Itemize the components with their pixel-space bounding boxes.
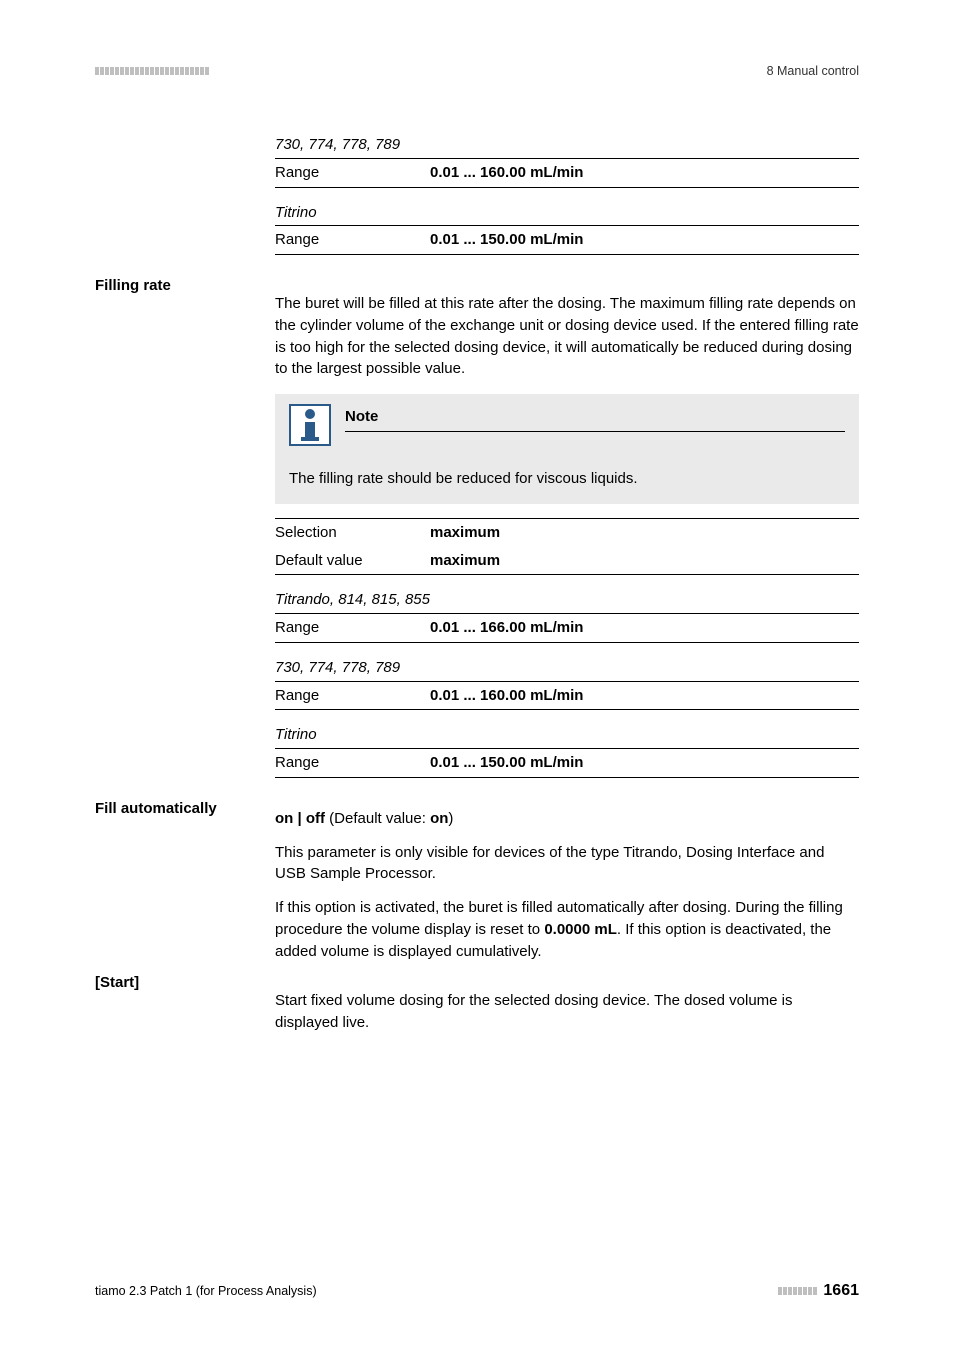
block-start: [Start] Start fixed volume dosing for th…	[95, 974, 859, 1034]
page-header: 8 Manual control	[95, 64, 859, 78]
group1-range-label: Range	[275, 158, 430, 187]
info-icon	[289, 404, 331, 446]
page-number: 1661	[823, 1282, 859, 1300]
titrino2-range-value: 0.01 ... 150.00 mL/min	[430, 749, 859, 778]
default-label: Default value	[275, 547, 430, 575]
selection-label: Selection	[275, 518, 430, 546]
note-box: Note The filling rate should be reduced …	[275, 394, 859, 504]
note-body: The filling rate should be reduced for v…	[289, 468, 845, 490]
selection-value: maximum	[430, 518, 859, 546]
note-title: Note	[345, 406, 845, 432]
fill-auto-default: on	[430, 810, 448, 827]
titrando-range-label: Range	[275, 614, 430, 643]
start-body: Start fixed volume dosing for the select…	[275, 990, 859, 1034]
titrando-table: Range 0.01 ... 166.00 mL/min	[275, 613, 859, 643]
titrando-heading: Titrando, 814, 815, 855	[275, 589, 859, 611]
fill-auto-p2b: 0.0000 mL	[544, 921, 617, 938]
titrando-range-value: 0.01 ... 166.00 mL/min	[430, 614, 859, 643]
fill-auto-txt1: (Default value:	[325, 810, 430, 827]
page-footer: tiamo 2.3 Patch 1 (for Process Analysis)…	[95, 1282, 859, 1300]
titrino2-table: Range 0.01 ... 150.00 mL/min	[275, 748, 859, 778]
start-label: [Start]	[95, 974, 275, 1034]
titrino1-heading: Titrino	[275, 202, 859, 224]
titrino1-range-label: Range	[275, 226, 430, 255]
filling-rate-sel-table: Selection maximum Default value maximum	[275, 518, 859, 576]
block-filling-rate: Filling rate The buret will be filled at…	[95, 277, 859, 778]
filling-rate-label: Filling rate	[95, 277, 275, 778]
titrino1-range-value: 0.01 ... 150.00 mL/min	[430, 226, 859, 255]
fill-auto-para1: This parameter is only visible for devic…	[275, 842, 859, 886]
block-fill-auto: Fill automatically on | off (Default val…	[95, 800, 859, 963]
group2-heading: 730, 774, 778, 789	[275, 657, 859, 679]
header-section-label: 8 Manual control	[767, 64, 859, 78]
default-value: maximum	[430, 547, 859, 575]
group2-range-label: Range	[275, 681, 430, 710]
header-decor-bars	[95, 67, 209, 75]
titrino2-heading: Titrino	[275, 724, 859, 746]
group1-range-value: 0.01 ... 160.00 mL/min	[430, 158, 859, 187]
filling-rate-body: The buret will be filled at this rate af…	[275, 293, 859, 380]
fill-auto-label: Fill automatically	[95, 800, 275, 963]
titrino1-table: Range 0.01 ... 150.00 mL/min	[275, 225, 859, 255]
group1-table: Range 0.01 ... 160.00 mL/min	[275, 158, 859, 188]
footer-right: 1661	[778, 1282, 859, 1300]
fill-auto-default-line: on | off (Default value: on)	[275, 808, 859, 830]
titrino2-range-label: Range	[275, 749, 430, 778]
fill-auto-para2: If this option is activated, the buret i…	[275, 897, 859, 962]
block-group1: 730, 774, 778, 789 Range 0.01 ... 160.00…	[95, 134, 859, 255]
group2-table: Range 0.01 ... 160.00 mL/min	[275, 681, 859, 711]
fill-auto-txt2: )	[448, 810, 453, 827]
footer-decor-bars	[778, 1287, 817, 1295]
fill-auto-onoff: on | off	[275, 810, 325, 827]
group2-range-value: 0.01 ... 160.00 mL/min	[430, 681, 859, 710]
footer-left: tiamo 2.3 Patch 1 (for Process Analysis)	[95, 1284, 317, 1298]
group1-heading: 730, 774, 778, 789	[275, 134, 859, 156]
